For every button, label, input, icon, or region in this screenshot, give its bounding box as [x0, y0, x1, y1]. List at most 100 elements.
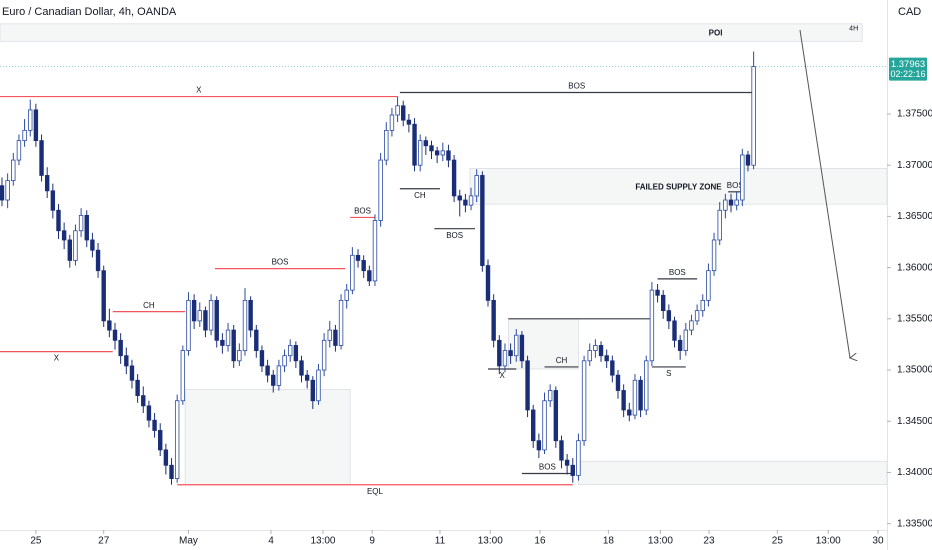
candle-body [61, 230, 67, 241]
x-tick-label: 23 [703, 536, 715, 547]
candle-body [655, 289, 660, 296]
candle-body [672, 320, 677, 341]
candle-body [73, 230, 78, 261]
candle-body [191, 299, 197, 322]
candle-body [112, 329, 118, 341]
candle-body [299, 360, 304, 376]
candle-body [564, 459, 570, 466]
last-price-label: 1.37963 [891, 59, 925, 70]
candle-body [457, 195, 462, 201]
candle-body [197, 310, 202, 322]
candle-body [265, 365, 270, 376]
candle-body [740, 154, 745, 201]
candle-body [440, 150, 445, 156]
level-label: X [54, 354, 60, 363]
candle-body [146, 405, 152, 421]
last-price-badge [889, 57, 927, 81]
candle-body [44, 175, 50, 192]
candle-body [28, 109, 33, 131]
candle-body [395, 105, 400, 116]
candle-body [514, 334, 519, 357]
candle-body [361, 260, 366, 272]
candle-body [225, 329, 231, 346]
currency-label: CAD [898, 6, 921, 18]
candle-body [333, 329, 338, 346]
candle-body [751, 66, 756, 166]
candle-body [344, 289, 349, 301]
candle-body [293, 345, 299, 362]
candle-body [581, 360, 587, 442]
candle-body [429, 145, 434, 152]
candle-body [610, 360, 615, 376]
candle-body [547, 390, 553, 402]
candle-body [372, 220, 378, 282]
zone [184, 389, 351, 486]
candle-body [723, 199, 728, 211]
y-tick-label: 1.35000 [897, 365, 932, 376]
candle-body [745, 154, 751, 166]
candle-body [632, 379, 638, 416]
candle-body [474, 175, 479, 197]
candle-body [711, 239, 717, 272]
x-tick-label: 18 [603, 536, 615, 547]
x-tick-label: 11 [435, 536, 446, 547]
candle-body [11, 159, 16, 181]
candle-body [0, 185, 5, 201]
candle-body [158, 430, 163, 451]
level-label: X [196, 86, 202, 95]
candle-body [367, 270, 372, 282]
candle-body [174, 400, 180, 479]
candle-body [412, 123, 417, 166]
candle-body [129, 365, 135, 381]
candle-body [604, 355, 609, 362]
candle-body [203, 310, 208, 331]
candle-body [248, 299, 253, 331]
candle-body [542, 400, 547, 451]
y-tick-label: 1.37000 [897, 160, 932, 171]
candle-body [717, 209, 722, 241]
candle-body [491, 299, 496, 341]
x-tick-label: 4 [268, 536, 274, 547]
x-tick-label: 13:00 [478, 536, 503, 547]
y-tick-label: 1.35500 [897, 313, 932, 324]
candle-body [124, 355, 129, 367]
candle-body [33, 109, 39, 142]
candle-body [661, 294, 666, 312]
zone-label: POI [709, 29, 723, 38]
candle-body [694, 310, 700, 322]
level-label: CH [414, 191, 426, 200]
candle-body [621, 390, 626, 411]
y-tick-label: 1.37500 [897, 109, 932, 120]
candle-body [570, 464, 575, 476]
candle-body [304, 374, 310, 381]
plot-area: FAILED SUPPLY ZONE POI 4H X BOS BOS BOS CH X CH BO… [0, 23, 887, 496]
candle-body [417, 140, 423, 166]
candle-body [389, 114, 395, 131]
candle-body [50, 190, 56, 211]
candle-body [22, 129, 27, 142]
x-tick-label: 13:00 [310, 536, 335, 547]
candle-body [78, 214, 84, 232]
candle-body [497, 339, 502, 367]
candle-body [90, 239, 95, 251]
level-label: BOS [539, 463, 556, 472]
candle-body [677, 339, 683, 351]
candle-body [355, 254, 361, 261]
candle-body [276, 365, 282, 386]
level-label: X [499, 371, 505, 380]
x-tick-label: May [179, 536, 198, 547]
candle-body [401, 105, 406, 121]
candle-body [5, 180, 10, 201]
zone [508, 318, 579, 370]
zone-tag: 4H [849, 26, 858, 33]
candle-body [220, 339, 225, 346]
candle-body [598, 345, 604, 357]
candle-body [434, 150, 440, 156]
candle-body [627, 409, 632, 416]
candle-body [508, 350, 513, 357]
y-tick-label: 1.34500 [897, 416, 932, 427]
x-tick-label: 30 [872, 536, 884, 547]
candle-body [734, 199, 739, 206]
